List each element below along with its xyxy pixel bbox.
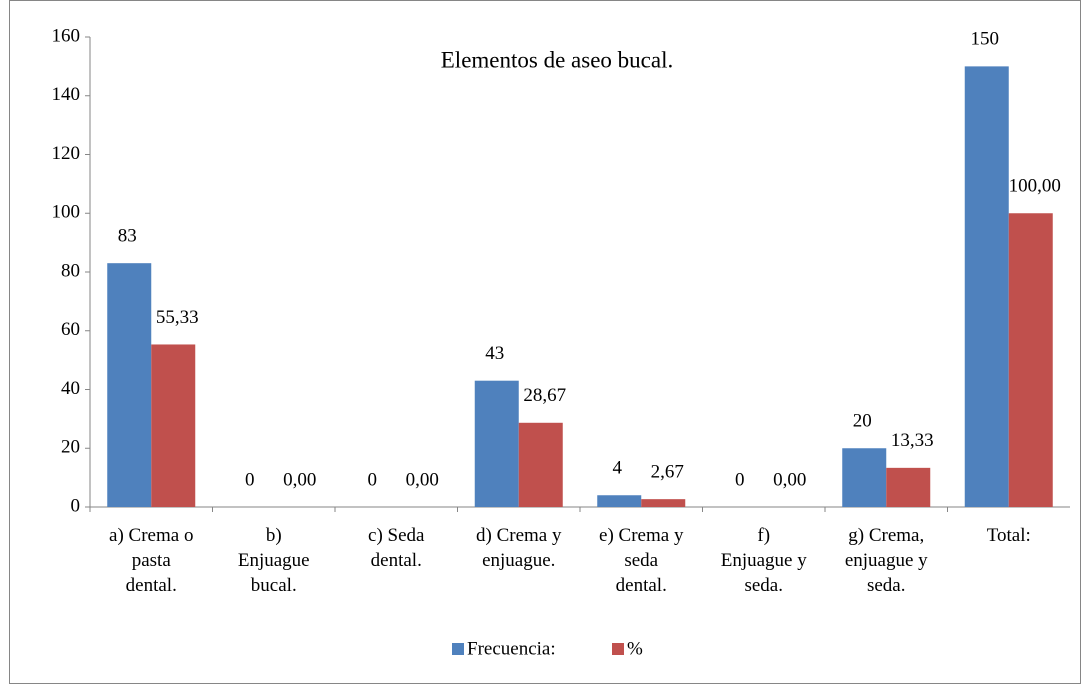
data-label: 83 xyxy=(118,226,137,247)
y-tick-label: 0 xyxy=(71,495,81,516)
data-label: 0 xyxy=(735,469,745,490)
data-label: 0,00 xyxy=(283,469,316,490)
x-tick-label: f) Enjuague y seda. xyxy=(721,525,808,596)
legend-label: Frecuencia: xyxy=(467,638,556,659)
data-label: 100,00 xyxy=(1009,176,1061,197)
data-label: 13,33 xyxy=(891,430,934,451)
chart-title: Elementos de aseo bucal. xyxy=(441,47,673,72)
bar xyxy=(641,499,686,507)
bar xyxy=(886,467,931,507)
y-tick-label: 120 xyxy=(52,143,81,164)
y-tick-label: 20 xyxy=(61,437,80,458)
legend-label: % xyxy=(627,638,643,659)
data-label: 28,67 xyxy=(523,385,566,406)
y-tick-label: 100 xyxy=(52,202,81,223)
bar xyxy=(107,263,152,507)
data-label: 0 xyxy=(368,469,378,490)
bar xyxy=(151,344,196,507)
x-tick-label: g) Crema, enjuague y seda. xyxy=(845,525,928,596)
x-tick-label: b) Enjuague bucal. xyxy=(238,525,310,596)
x-tick-label: c) Seda dental. xyxy=(368,525,425,571)
bar xyxy=(474,380,519,507)
bar xyxy=(1008,213,1053,507)
y-tick-label: 80 xyxy=(61,260,80,281)
bar xyxy=(518,422,563,507)
x-tick-label: d) Crema y enjuague. xyxy=(476,525,562,571)
x-tick-label: e) Crema y seda dental. xyxy=(599,525,684,596)
data-label: 2,67 xyxy=(651,462,684,483)
data-label: 150 xyxy=(971,29,1000,50)
y-tick-label: 60 xyxy=(61,319,80,340)
data-label: 0,00 xyxy=(773,469,806,490)
data-label: 55,33 xyxy=(156,307,199,328)
bar xyxy=(597,495,642,507)
x-tick-label: a) Crema o pasta dental. xyxy=(109,525,193,596)
bar xyxy=(964,66,1009,507)
y-tick-label: 40 xyxy=(61,378,80,399)
bar xyxy=(842,448,887,507)
y-tick-label: 140 xyxy=(52,84,81,105)
legend-swatch xyxy=(612,643,624,655)
data-label: 0,00 xyxy=(406,469,439,490)
y-tick-label: 160 xyxy=(52,25,81,46)
data-label: 0 xyxy=(245,469,255,490)
legend-swatch xyxy=(452,643,464,655)
data-label: 43 xyxy=(485,343,504,364)
data-label: 20 xyxy=(853,411,872,432)
data-label: 4 xyxy=(613,458,623,479)
x-tick-label: Total: xyxy=(987,525,1031,546)
